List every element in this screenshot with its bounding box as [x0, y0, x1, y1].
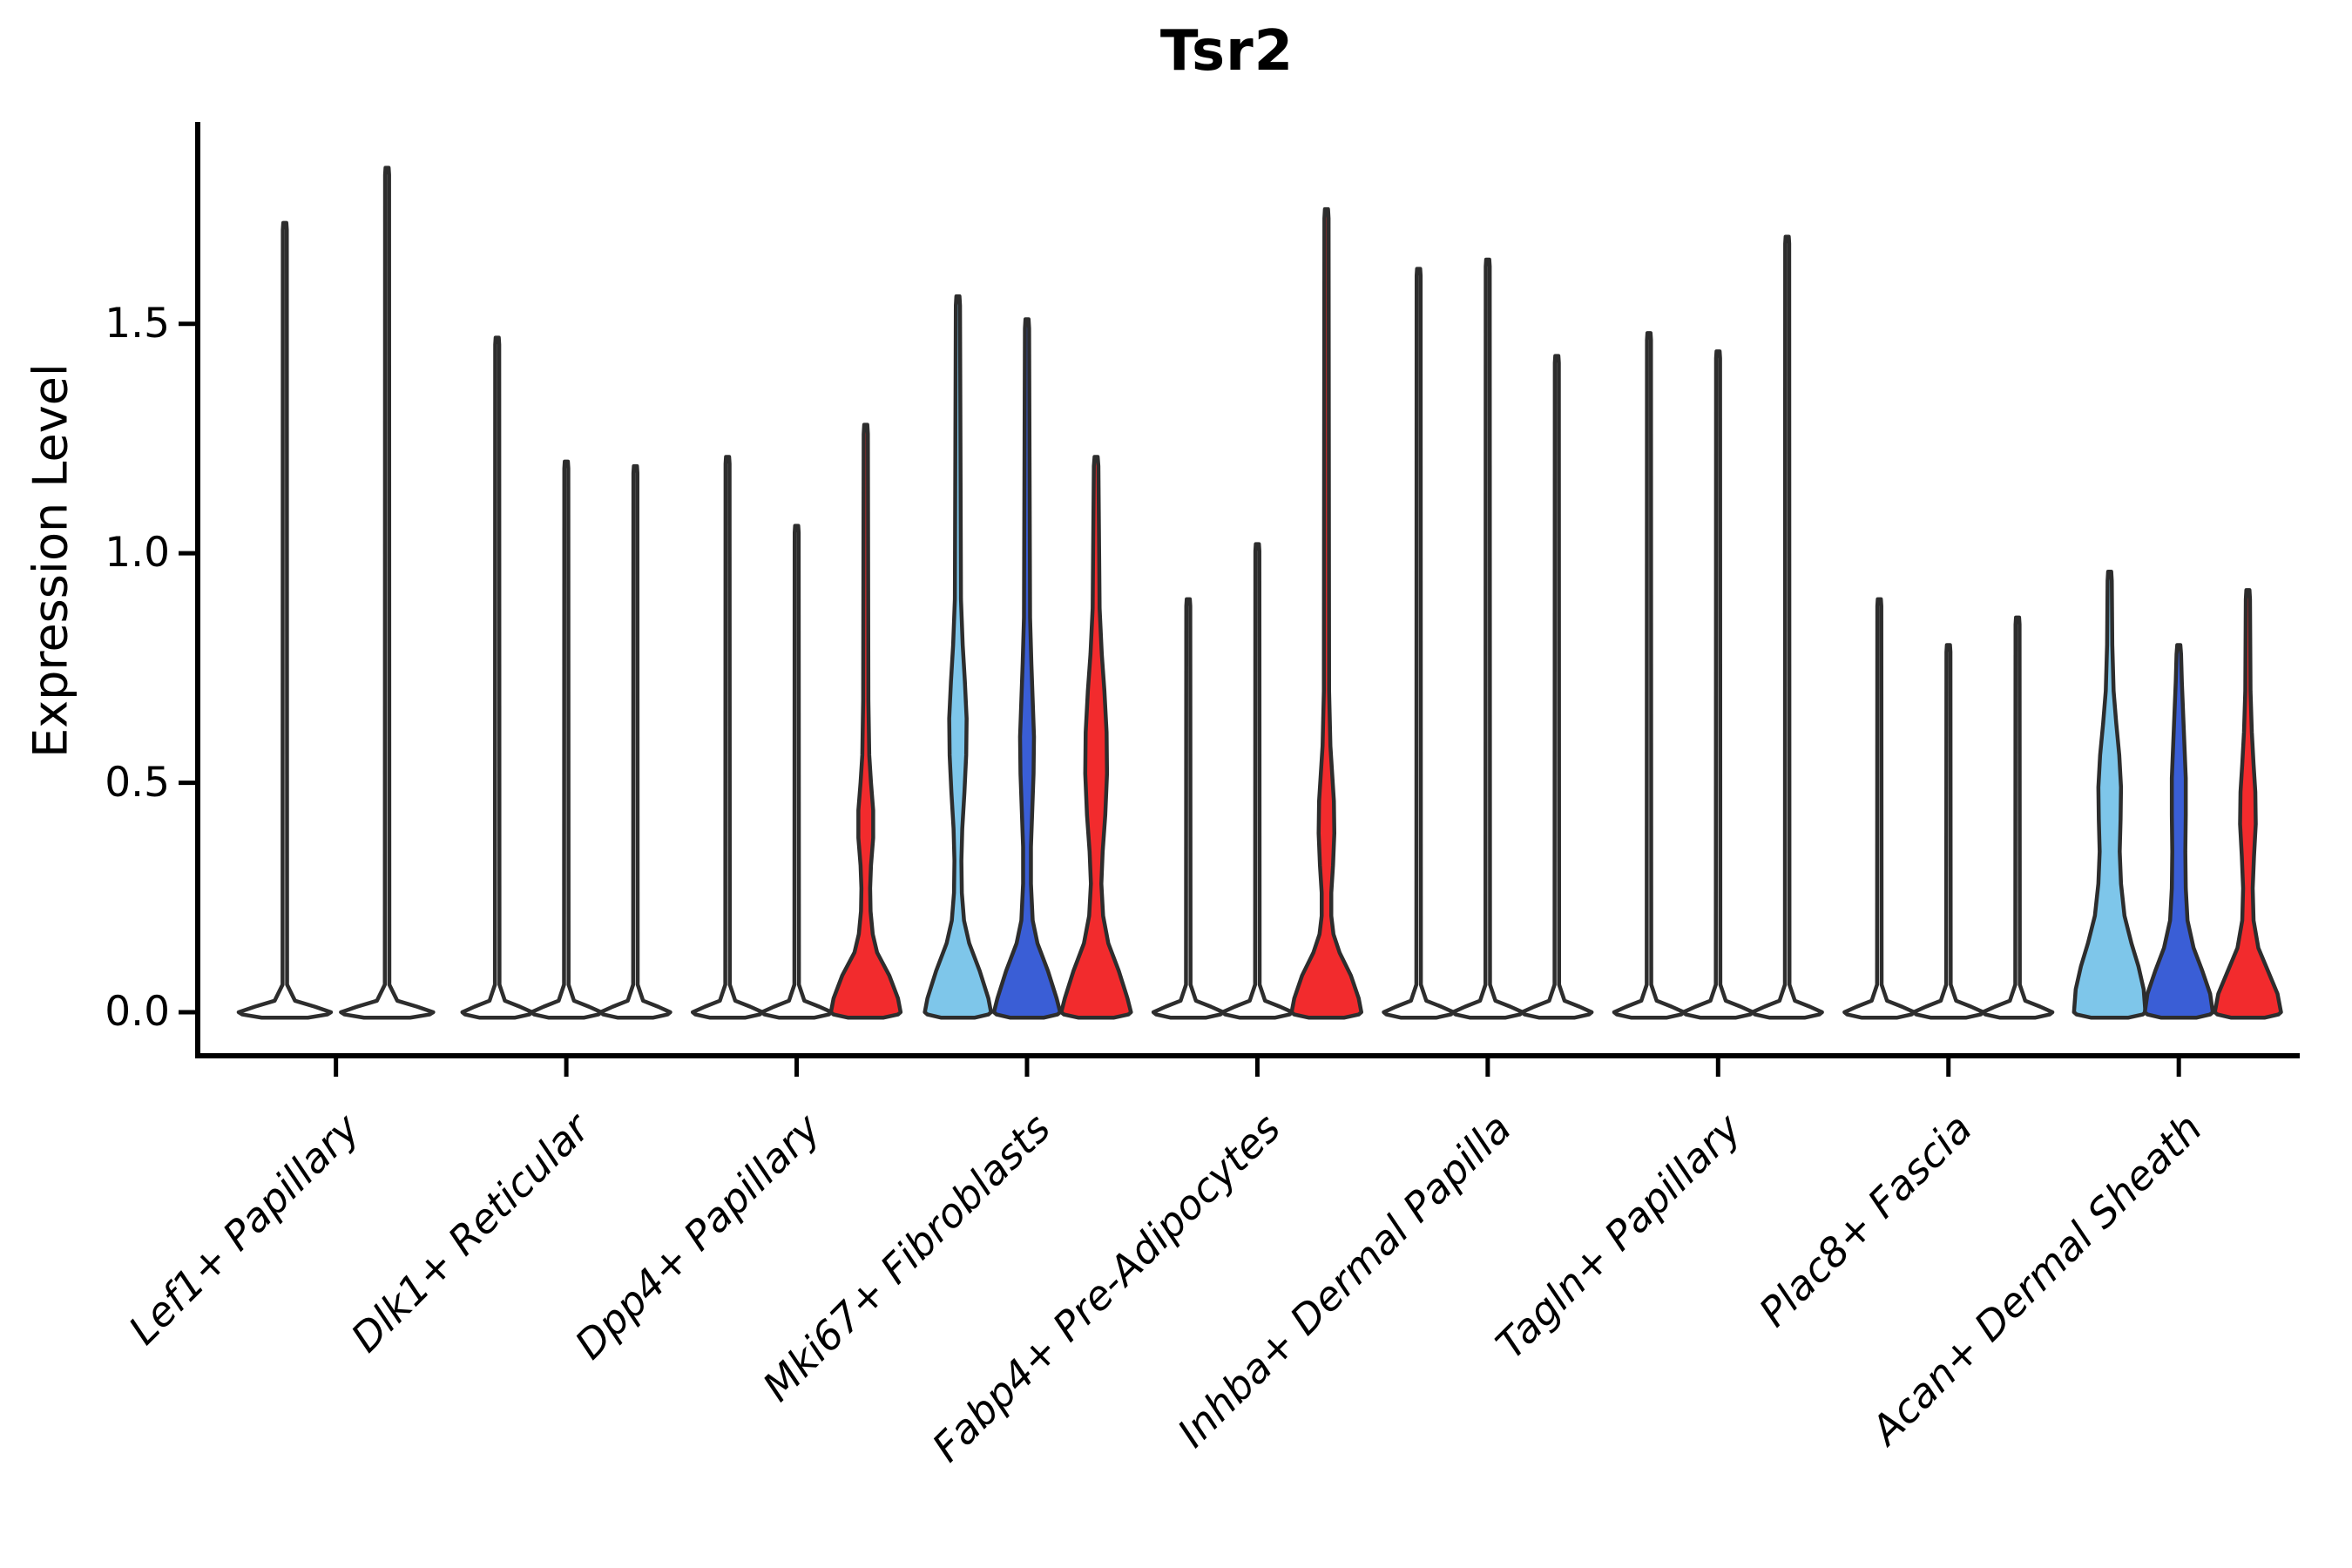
violin-plain: [1750, 234, 1824, 1020]
violin-red: [1059, 455, 1133, 1020]
violin-plain: [1612, 331, 1686, 1020]
chart-title: Tsr2: [1159, 19, 1294, 84]
violin-plain: [1151, 597, 1226, 1020]
violin-plain: [529, 459, 604, 1020]
violin-light_blue: [2072, 569, 2148, 1020]
violin-plain: [1681, 349, 1755, 1020]
violin-red: [1289, 206, 1363, 1020]
violin-plain: [760, 524, 834, 1020]
y-tick-label: 1.0: [105, 529, 170, 578]
violin-plain: [1519, 354, 1594, 1020]
violin-blue: [991, 317, 1063, 1020]
y-tick-label: 0.0: [105, 987, 170, 1036]
violin-plain: [1220, 542, 1294, 1020]
violin-plain: [460, 335, 535, 1020]
violin-blue: [2142, 643, 2215, 1020]
violin-plain: [690, 455, 765, 1020]
violin-light_blue: [923, 294, 993, 1020]
violin-plain: [1450, 257, 1525, 1020]
violin-plain: [1842, 597, 1916, 1020]
violin-plain: [1382, 267, 1456, 1020]
violin-red: [2213, 588, 2283, 1020]
y-tick-label: 1.5: [105, 299, 170, 348]
violin-plain: [1980, 615, 2055, 1020]
violin-plain: [236, 220, 334, 1020]
violin-plain: [598, 463, 672, 1020]
violin-plain: [1911, 643, 1985, 1020]
violin-red: [828, 422, 903, 1020]
y-tick-label: 0.5: [105, 758, 170, 807]
violin-plain: [339, 166, 436, 1020]
